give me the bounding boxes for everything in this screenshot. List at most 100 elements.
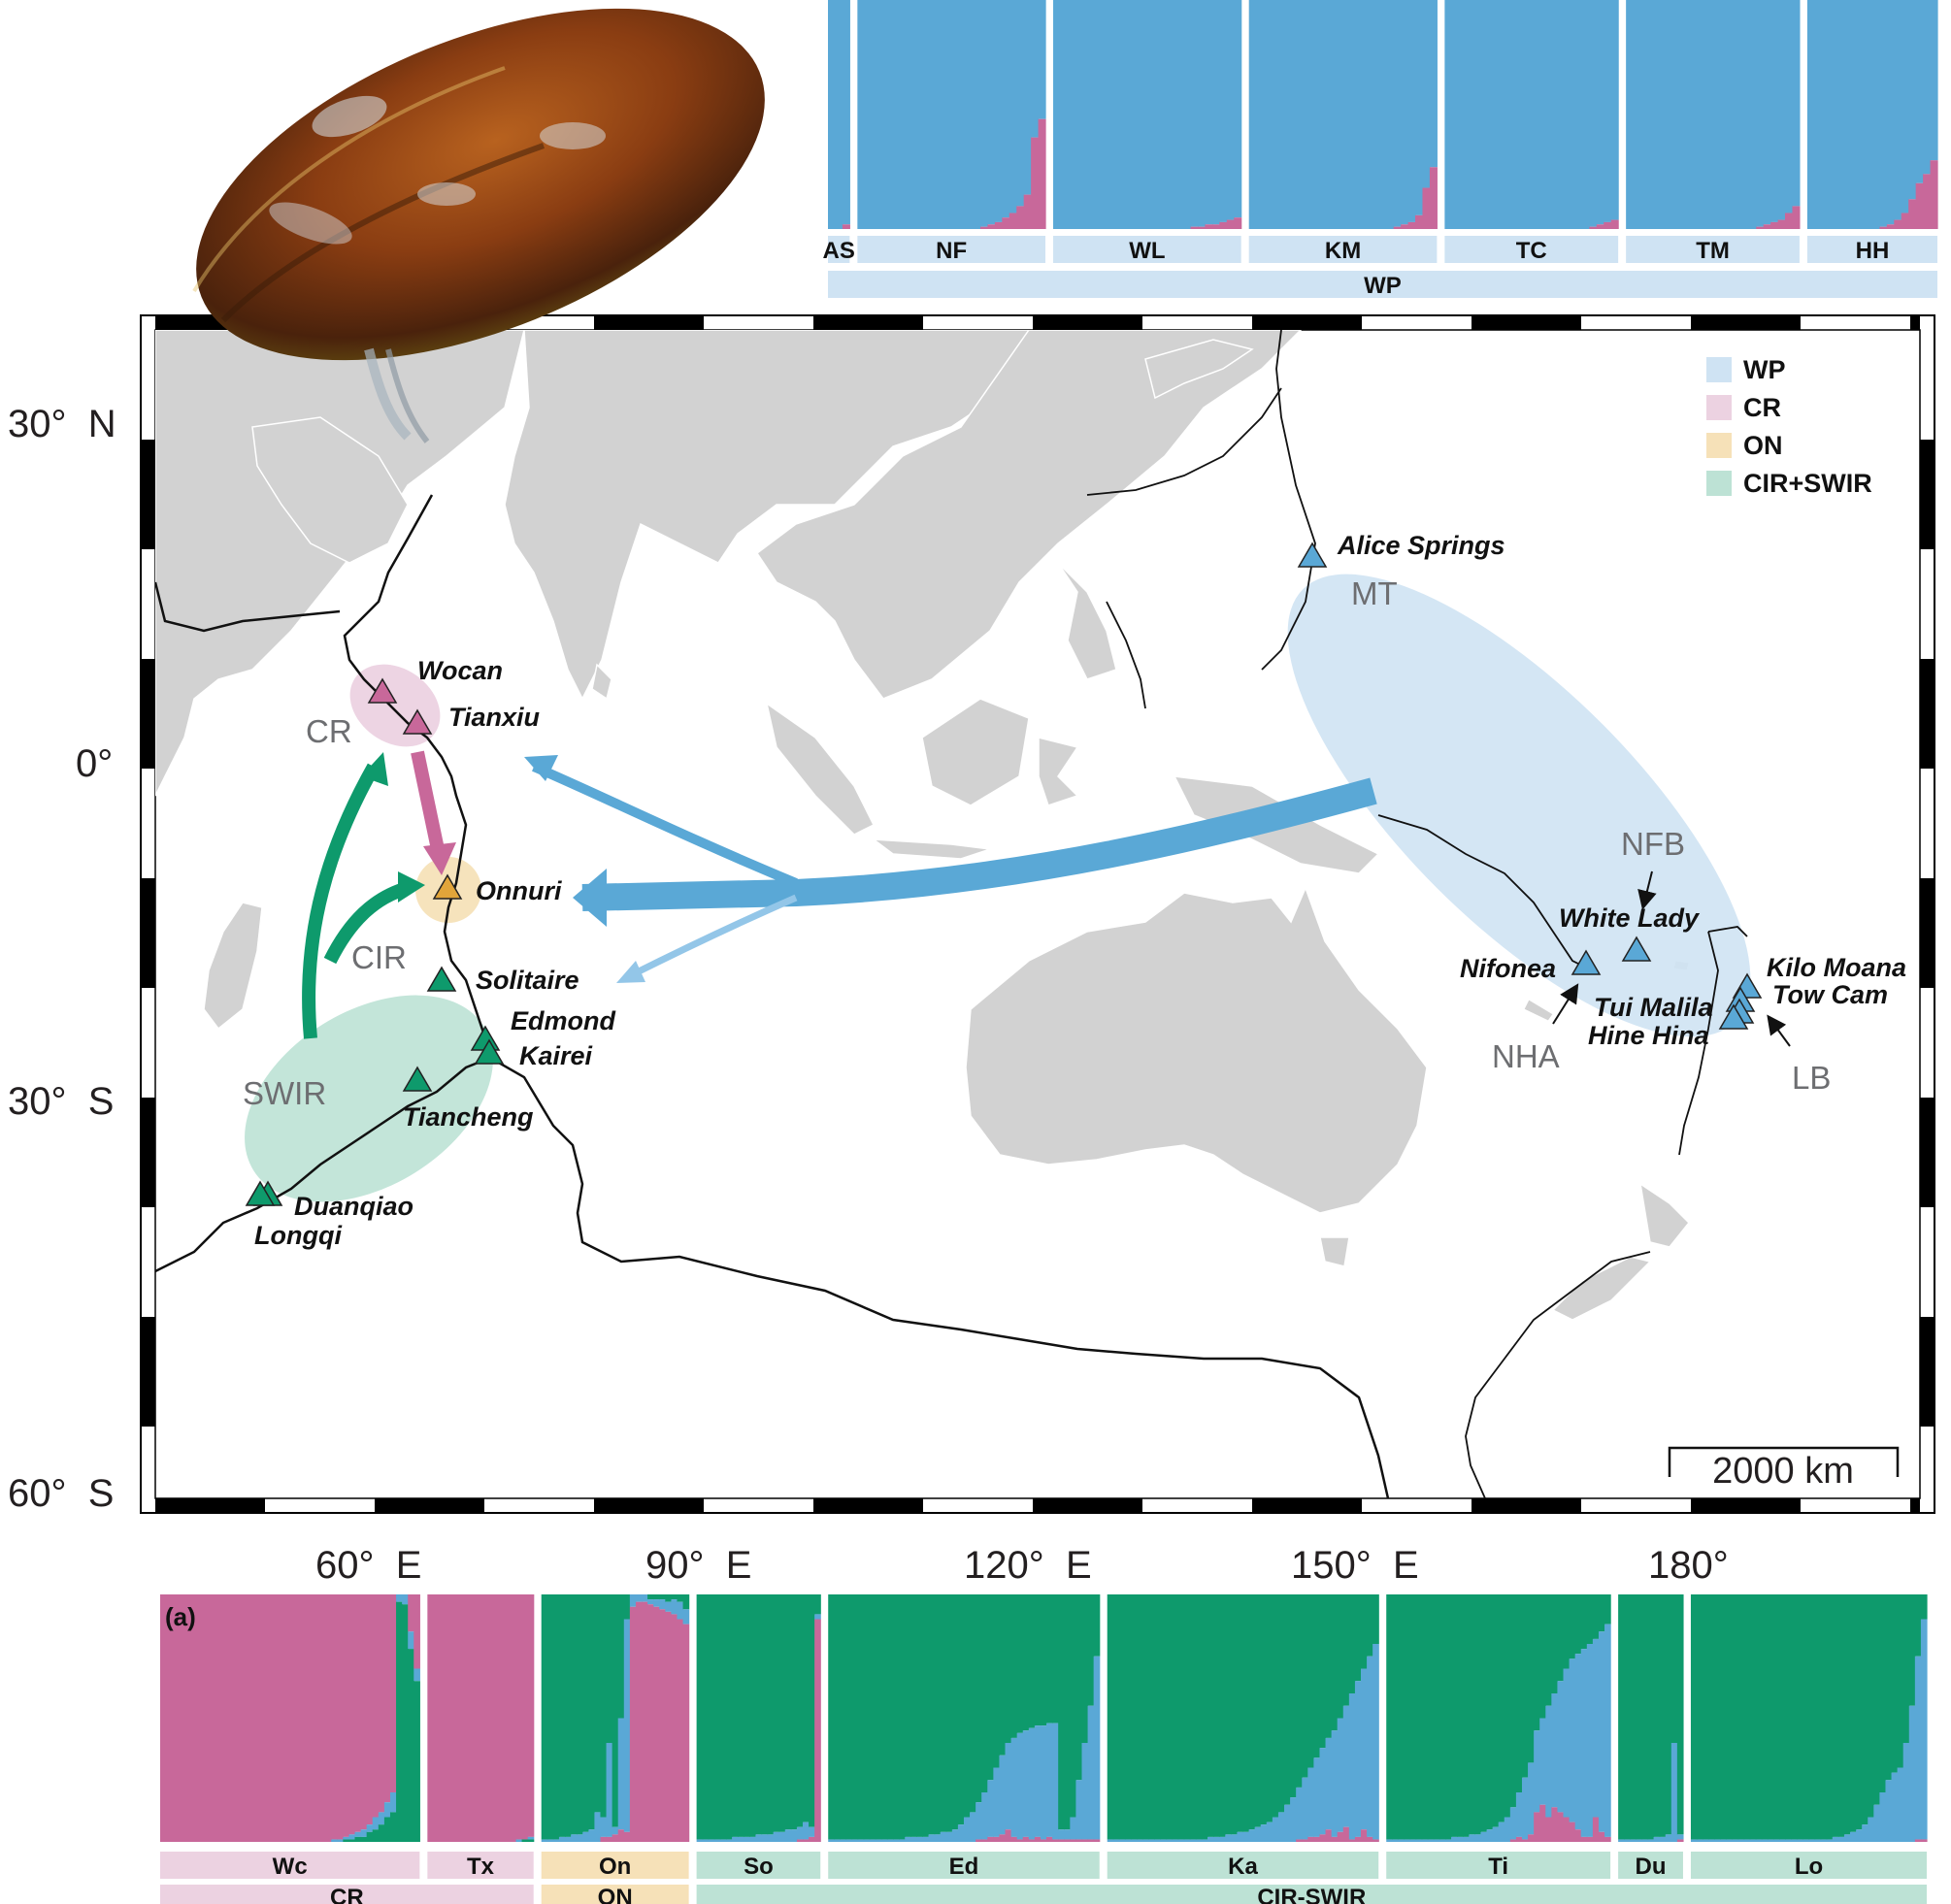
structure-bar-So-14-wp (778, 1831, 786, 1842)
structure-bar-Ti-25-cir (1534, 1594, 1540, 1731)
structure-bar-TM-23-wp (1792, 0, 1801, 207)
structure-bar-Ed-26-wp (981, 1792, 988, 1840)
legend: WP CR ON CIR+SWIR (1706, 355, 1872, 498)
structure-bar-HH-1-wp (1814, 0, 1823, 229)
structure-bar-On-23-cir (677, 1594, 684, 1602)
structure-bar-TM-5-wp (1662, 0, 1670, 229)
structure-bar-Ed-31-wp (1010, 1737, 1018, 1837)
structure-bar-Ti-28-cr (1551, 1807, 1559, 1842)
arrow-wp-to-cr-branch (532, 762, 798, 888)
structure-bar-Ti-32-cir (1574, 1594, 1582, 1655)
structure-bar-Lo-30-wp (1868, 1817, 1874, 1842)
structure-bar-Ed-23-cir (963, 1594, 971, 1818)
structure-bar-Wc-42-cr (408, 1594, 414, 1632)
frame-tick (1033, 315, 1142, 330)
structure-bar-KM-2-wp (1263, 0, 1272, 229)
structure-bar-On-13-wp (617, 1718, 625, 1830)
structure-bar-Ka-3-cir (1124, 1594, 1132, 1840)
pop-label-Tx: Tx (467, 1854, 495, 1880)
structure-bar-Ed-17-cir (928, 1594, 936, 1835)
structure-bar-TC-10-wp (1516, 0, 1525, 229)
structure-bar-Ti-21-cir (1509, 1594, 1517, 1808)
structure-bar-Ti-30-cr (1563, 1817, 1571, 1842)
structure-bar-Ka-7-wp (1148, 1839, 1155, 1842)
structure-bar-Ed-22-cir (957, 1594, 965, 1825)
structure-bar-Ed-13-cir (905, 1594, 911, 1837)
structure-bar-Lo-27-wp (1850, 1831, 1857, 1842)
structure-bar-TM-12-wp (1712, 0, 1721, 229)
pop-label-box-Ed (828, 1852, 1100, 1879)
site-label-wocan: Wocan (417, 656, 503, 685)
structure-bar-Ka-0-wp (1107, 1839, 1114, 1842)
structure-bar-On-11-cr (606, 1836, 613, 1842)
structure-bar-So-10-wp (755, 1834, 763, 1842)
structure-bar-TC-20-cr (1589, 226, 1598, 229)
structure-bar-Wc-1-cr (166, 1594, 173, 1842)
structure-bar-Ti-28-wp (1551, 1693, 1559, 1808)
structure-bar-Ti-2-cir (1398, 1594, 1405, 1840)
structure-bar-Ka-16-cir (1201, 1594, 1208, 1840)
structure-bar-Ti-13-cir (1463, 1594, 1470, 1837)
structure-bar-So-1-wp (702, 1839, 710, 1842)
structure-bar-On-14-cir (623, 1594, 631, 1620)
structure-bar-Wc-16-cr (254, 1594, 261, 1842)
site-marker-white-lady (1621, 936, 1652, 962)
structure-bar-KM-9-wp (1313, 0, 1322, 229)
group-label-box-cr (160, 1885, 534, 1904)
structure-bar-TC-19-wp (1581, 0, 1590, 229)
structure-bar-TM-18-wp (1756, 0, 1765, 227)
structure-plot-indian-ocean (160, 1594, 1928, 1842)
structure-bar-Wc-36-cir (372, 1829, 380, 1842)
structure-bar-Ti-33-cr (1580, 1836, 1588, 1842)
structure-bar-Lo-38-wp (1914, 1656, 1922, 1840)
structure-bar-NF-25-cr (1038, 118, 1046, 229)
structure-bar-Ti-15-wp (1474, 1834, 1482, 1842)
structure-bar-KM-0-wp (1248, 0, 1257, 229)
arrow-wp-main-head (573, 869, 607, 927)
structure-bar-So-16-wp (790, 1829, 798, 1842)
structure-bar-Ka-41-cr (1348, 1839, 1356, 1842)
structure-bar-HH-15-wp (1915, 0, 1924, 183)
structure-bar-Ti-16-cir (1480, 1594, 1488, 1832)
structure-bar-Ed-23-wp (963, 1817, 971, 1842)
structure-bar-Wc-5-cr (189, 1594, 197, 1842)
structure-bar-Ka-25-wp (1254, 1826, 1262, 1842)
site-label-tow-cam: Tow Cam (1772, 980, 1888, 1009)
structure-bar-So-11-cir (761, 1594, 769, 1835)
ridge-seir (489, 1056, 1390, 1498)
structure-bar-Lo-31-wp (1873, 1804, 1880, 1842)
structure-bar-Ed-33-cir (1022, 1594, 1030, 1731)
land-japan (1144, 339, 1254, 400)
structure-bar-Ti-18-wp (1492, 1826, 1500, 1842)
structure-bar-TC-16-wp (1560, 0, 1569, 229)
structure-bar-Ed-37-wp (1046, 1723, 1053, 1837)
structure-bar-Du-1-cir (1624, 1594, 1631, 1840)
boundary-lau-basin (1707, 926, 1748, 937)
structure-bar-NF-11-wp (937, 0, 945, 229)
structure-bar-Tx-11-cr (492, 1594, 499, 1842)
structure-bar-NF-9-wp (922, 0, 931, 229)
structure-bar-Ti-3-cir (1404, 1594, 1411, 1840)
structure-bar-Ti-26-cir (1539, 1594, 1546, 1719)
structure-bar-Ti-23-wp (1521, 1777, 1529, 1840)
pop-label-box-KM (1248, 236, 1438, 263)
structure-bar-On-0-cir (541, 1594, 548, 1840)
structure-bar-On-22-wp (671, 1599, 678, 1615)
structure-bar-Ti-29-cir (1557, 1594, 1565, 1682)
pop-label-box-WL (1053, 236, 1241, 263)
structure-bar-On-0-wp (541, 1839, 548, 1842)
structure-bar-Ti-3-wp (1404, 1839, 1411, 1842)
structure-bar-Ka-12-cir (1177, 1594, 1185, 1840)
legend-swatch-0 (1706, 357, 1732, 382)
region-label-mt: MT (1351, 575, 1398, 611)
structure-bar-So-15-wp (784, 1829, 792, 1842)
structure-bar-Wc-32-cr (348, 1594, 356, 1835)
structure-bar-Ed-3-cir (845, 1594, 853, 1840)
structure-bar-Ed-0-wp (828, 1839, 835, 1842)
structure-bar-Ti-13-wp (1463, 1836, 1470, 1842)
pop-label-box-Tx (427, 1852, 534, 1879)
structure-bar-HH-17-wp (1930, 0, 1938, 161)
structure-bar-Lo-23-wp (1826, 1839, 1834, 1842)
structure-bar-Du-0-cir (1618, 1594, 1625, 1840)
structure-bar-Wc-31-cir (343, 1839, 350, 1842)
